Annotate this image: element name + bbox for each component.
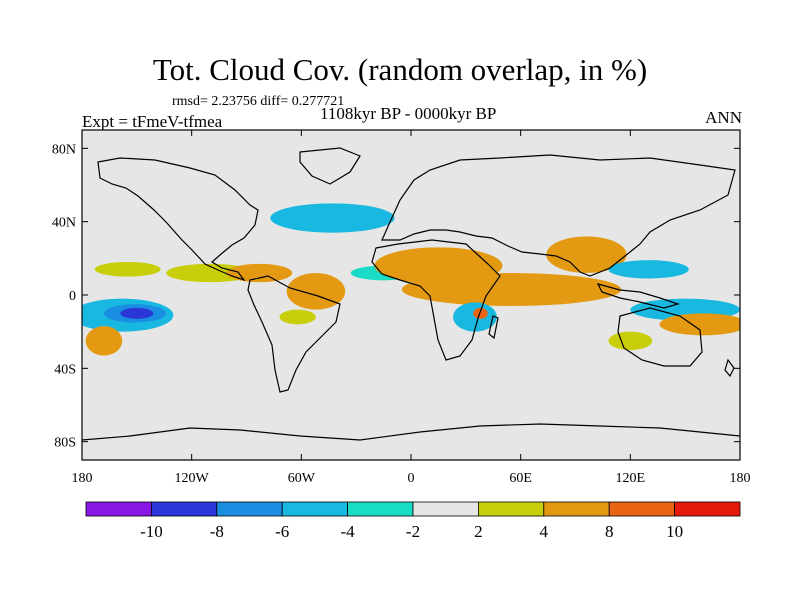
anomaly-field	[82, 203, 740, 356]
lat-tick-label: 80S	[54, 436, 76, 451]
anomaly-patch	[659, 313, 740, 336]
colorbar-label: -8	[210, 522, 224, 541]
lon-tick-label: 120W	[175, 471, 210, 486]
colorbar-swatch	[150, 501, 218, 517]
anomaly-patch	[473, 307, 488, 319]
anomaly-patch	[270, 203, 395, 233]
lon-tick-label: 120E	[616, 471, 646, 486]
colorbar-swatch	[674, 501, 741, 517]
colorbar-label: -4	[341, 522, 356, 541]
colorbar: -10 -8 -6 -4 -2 2 4 8 10	[85, 501, 741, 541]
lon-tick-label: 60W	[288, 471, 316, 486]
colorbar-swatch	[608, 501, 676, 517]
anomaly-patch	[546, 236, 627, 273]
lat-tick-label: 40S	[54, 362, 76, 377]
colorbar-swatch	[543, 501, 610, 517]
colorbar-label: -10	[140, 522, 163, 541]
colorbar-swatch	[85, 501, 152, 517]
anomaly-patch	[279, 309, 316, 325]
colorbar-label: -2	[406, 522, 420, 541]
colorbar-label: 8	[605, 522, 614, 541]
colorbar-label: 2	[474, 522, 483, 541]
anomaly-patch	[286, 273, 346, 310]
stats-label: rmsd= 2.23756 diff= 0.277721	[172, 94, 345, 109]
colorbar-label: 10	[666, 522, 683, 541]
anomaly-patch	[608, 260, 689, 279]
coastlines	[82, 147, 740, 441]
lat-tick-label: 40N	[52, 216, 76, 231]
anomaly-patch	[608, 331, 653, 351]
anomaly-patch	[120, 307, 154, 319]
colorbar-swatch	[216, 501, 283, 517]
colorbar-swatch	[412, 501, 479, 517]
lat-tick-label: 0	[69, 289, 76, 304]
lon-tick-label: 180	[72, 471, 93, 486]
anomaly-patch	[94, 262, 161, 277]
anomaly-patch	[453, 302, 497, 332]
lat-tick-label: 80N	[52, 142, 76, 157]
colorbar-swatch	[477, 501, 545, 517]
colorbar-swatch	[281, 501, 349, 517]
axis-ticks: 180 120W 60W 0 60E 120E 180 80N 40N 0 40S 80S	[52, 130, 751, 486]
anomaly-patch	[401, 273, 622, 306]
anomaly-patch	[226, 263, 293, 283]
lon-tick-label: 180	[730, 471, 751, 486]
colorbar-label: 4	[540, 522, 549, 541]
season-label: ANN	[705, 108, 742, 127]
experiment-label: Expt = tFmeV-tfmea	[82, 112, 223, 131]
colorbar-label: -6	[275, 522, 289, 541]
map-title: Tot. Cloud Cov. (random overlap, in %)	[152, 52, 648, 87]
period-label: 1108kyr BP - 0000kyr BP	[320, 104, 497, 123]
lon-tick-label: 60E	[509, 471, 532, 486]
lon-tick-label: 0	[408, 471, 415, 486]
anomaly-patch	[85, 326, 123, 356]
colorbar-swatch	[347, 501, 414, 517]
